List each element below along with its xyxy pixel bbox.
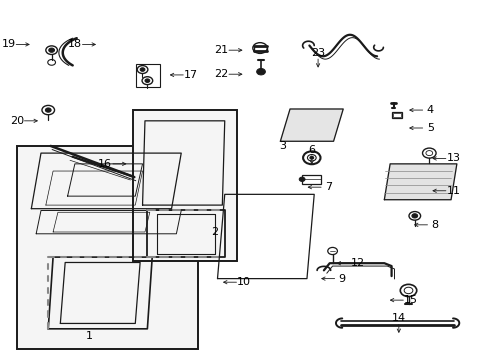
Bar: [136, 64, 160, 87]
Text: 10: 10: [237, 277, 250, 287]
Text: 12: 12: [350, 258, 364, 268]
Text: 20: 20: [10, 116, 24, 126]
Bar: [391, 112, 402, 118]
Circle shape: [140, 68, 144, 71]
Text: 11: 11: [446, 186, 460, 196]
Text: 6: 6: [307, 144, 315, 154]
Text: 1: 1: [86, 331, 93, 341]
Circle shape: [411, 214, 417, 218]
Text: 15: 15: [403, 295, 417, 305]
Text: 17: 17: [183, 70, 198, 80]
Text: 23: 23: [310, 48, 325, 58]
Circle shape: [49, 48, 55, 52]
Circle shape: [309, 156, 313, 159]
Bar: [17, 146, 198, 348]
Text: 7: 7: [325, 182, 332, 192]
Bar: [302, 175, 320, 184]
Circle shape: [144, 79, 149, 82]
Polygon shape: [384, 164, 456, 200]
Circle shape: [256, 68, 265, 75]
Text: 16: 16: [98, 159, 112, 169]
Circle shape: [299, 177, 305, 181]
Text: 3: 3: [279, 141, 285, 151]
Text: 21: 21: [214, 45, 228, 55]
Text: 14: 14: [391, 313, 405, 323]
Text: 4: 4: [426, 105, 433, 115]
Bar: [392, 113, 400, 117]
Text: 19: 19: [1, 40, 16, 49]
Text: 18: 18: [68, 40, 81, 49]
Bar: [133, 110, 236, 261]
Polygon shape: [280, 109, 343, 141]
Text: 2: 2: [211, 227, 218, 237]
Text: 13: 13: [446, 153, 460, 163]
Text: 8: 8: [431, 220, 438, 230]
Text: 5: 5: [426, 123, 433, 133]
Text: 9: 9: [338, 274, 345, 284]
Text: 22: 22: [214, 69, 228, 79]
Circle shape: [45, 108, 51, 112]
